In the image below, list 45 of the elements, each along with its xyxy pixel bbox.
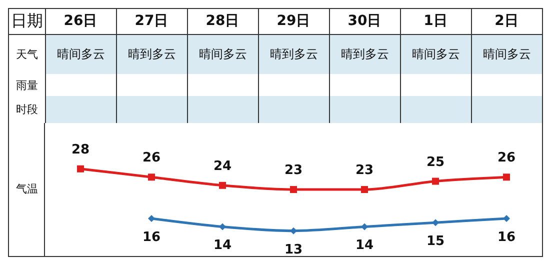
text: 雨量	[16, 78, 38, 92]
x-tick-label: 26日	[64, 13, 98, 29]
point	[290, 186, 297, 194]
text: 晴到多云	[270, 46, 318, 63]
point	[361, 223, 368, 230]
text: 日期	[11, 11, 43, 32]
point	[432, 219, 439, 226]
data-label: 25	[426, 154, 445, 170]
x-tick-label: 30日	[348, 13, 382, 29]
data-label: 14	[213, 238, 232, 254]
data-label: 16	[497, 230, 516, 245]
text: 晴到多云	[341, 46, 389, 63]
point	[148, 214, 155, 222]
point	[219, 223, 226, 230]
text: 天气	[16, 47, 38, 62]
data-label: 23	[355, 163, 374, 178]
data-label: 23	[284, 163, 303, 178]
data-label: 28	[71, 142, 90, 158]
point	[77, 165, 84, 172]
text: 晴间多云	[57, 46, 105, 63]
text: 晴间多云	[199, 46, 247, 63]
point	[503, 174, 510, 181]
x-tick-label: 1日	[424, 13, 448, 29]
data-label: 26	[142, 150, 161, 166]
x-tick-label: 27日	[134, 13, 168, 29]
point	[148, 174, 155, 181]
data-label: 15	[426, 234, 445, 250]
text: 晴间多云	[483, 46, 531, 63]
text: 时段	[16, 102, 38, 117]
data-label: 13	[284, 242, 303, 258]
point	[219, 182, 226, 189]
point	[290, 227, 297, 234]
point	[361, 186, 368, 194]
data-label: 24	[213, 158, 232, 174]
y-axis-title: 气温	[16, 182, 38, 196]
data-label: 26	[497, 150, 516, 166]
point	[503, 214, 510, 222]
point	[432, 178, 439, 185]
data-label: 14	[355, 238, 374, 254]
x-tick-label: 2日	[494, 13, 518, 29]
data-label: 16	[142, 230, 161, 245]
x-tick-label: 28日	[206, 13, 240, 29]
text: 晴到多云	[128, 46, 176, 63]
x-tick-label: 29日	[276, 13, 310, 29]
text: 晴间多云	[412, 46, 460, 63]
